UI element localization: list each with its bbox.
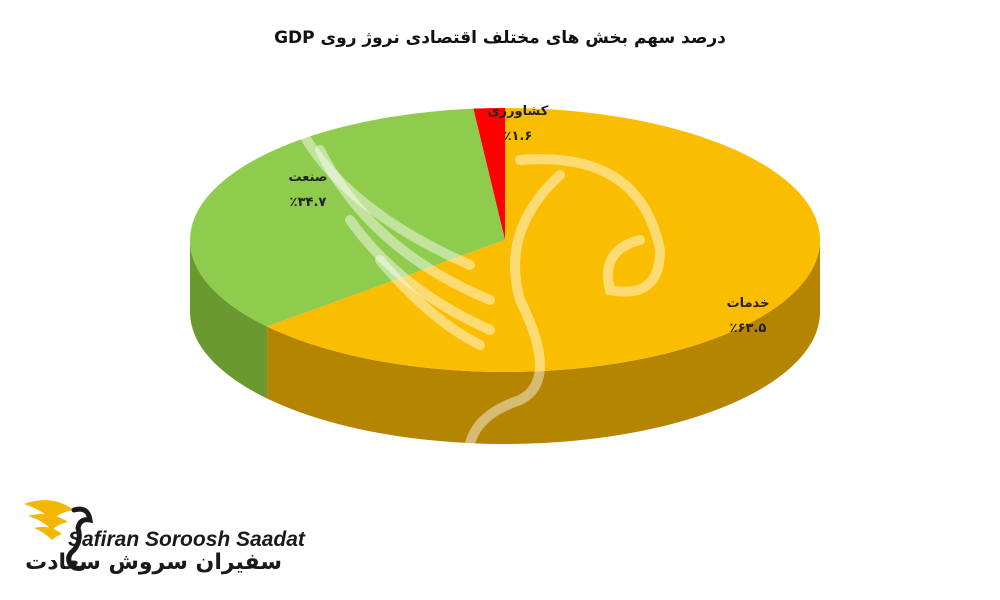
slice-services-side [267, 240, 820, 444]
label-services-name: خدمات [726, 296, 770, 311]
label-services: خدمات ٪۶۳.۵ [708, 292, 788, 341]
logo-latin-text: Safiran Soroosh Saadat [68, 528, 305, 551]
brand-logo [24, 500, 93, 571]
slice-industry-side [190, 240, 268, 399]
label-agriculture: کشاورزی ٪۱.۶ [478, 100, 558, 149]
chart-title: درصد سهم بخش های مختلف اقتصادی نروژ روی … [274, 28, 726, 48]
logo-persian-text: سفیران سروش سعادت [25, 550, 282, 575]
label-agriculture-value: ٪۱.۶ [503, 128, 533, 144]
logo-wing-icon [24, 500, 93, 571]
slice-agriculture [473, 108, 505, 240]
label-agriculture-name: کشاورزی [487, 104, 549, 119]
slice-services [267, 108, 821, 372]
label-services-value: ٪۶۳.۵ [729, 320, 767, 336]
label-industry-name: صنعت [288, 170, 328, 185]
label-industry-value: ٪۳۴.۷ [289, 194, 327, 210]
slice-industry [190, 108, 506, 327]
label-industry: صنعت ٪۳۴.۷ [268, 166, 348, 215]
